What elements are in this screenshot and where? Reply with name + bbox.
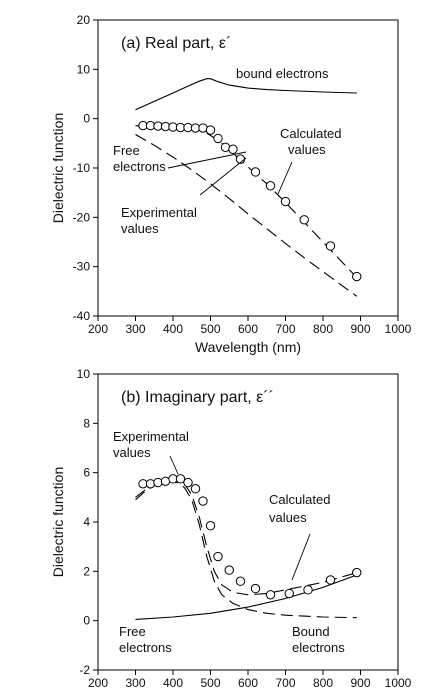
label-calculated: Calculated [269, 492, 330, 507]
label-experimental-values: values [113, 445, 151, 460]
series-line-bound-electrons [135, 78, 357, 111]
panel-a-markers [138, 120, 362, 282]
label-free: Free [119, 624, 146, 639]
label-free: Free [113, 143, 140, 158]
data-point-experimental-values [325, 575, 336, 585]
y-tick-label: 10 [77, 367, 91, 381]
x-tick-label: 200 [88, 676, 108, 690]
data-point-experimental-values [190, 484, 201, 494]
panel-b-ticks: 200 300 400 500 600 700 800 900 1000 10 8 6 4 2 0 -2 [77, 367, 412, 690]
data-point-experimental-values [224, 565, 234, 575]
series-line-bound-electrons [135, 480, 357, 619]
data-point-experimental-values [198, 496, 208, 506]
x-tick-label: 400 [163, 322, 183, 336]
label-calculated-values: values [269, 510, 307, 525]
pointer-exp-to-data [199, 157, 247, 196]
label-calculated-values: values [288, 142, 326, 157]
pointer-calc-to-curve [291, 533, 311, 581]
x-tick-label: 300 [125, 322, 145, 336]
panel-a-real-part: 200 300 400 500 600 700 800 900 1000 20 10 0 -10 -20 -… [50, 13, 412, 355]
label-bound-electrons: bound electrons [236, 66, 329, 81]
data-point-experimental-values [284, 588, 294, 599]
data-point-experimental-values [352, 567, 362, 578]
data-point-experimental-values [325, 241, 336, 251]
data-point-experimental-values [250, 167, 261, 177]
y-tick-label: -20 [73, 210, 91, 224]
data-point-experimental-values [280, 196, 291, 207]
panel-b-imaginary-part: 200 300 400 500 600 700 800 900 1000 10 8 6 4 2 0 -2 (b… [50, 367, 412, 690]
data-point-experimental-values [213, 551, 223, 562]
label-free-electrons: electrons [119, 640, 172, 655]
panel-b-markers [138, 474, 362, 600]
y-tick-label: 2 [83, 564, 90, 578]
series-line-free-electrons [135, 574, 357, 620]
y-tick-label: -40 [73, 309, 91, 323]
x-tick-label: 900 [350, 676, 370, 690]
data-point-experimental-values [303, 585, 313, 595]
series-line-free-electrons [135, 134, 358, 297]
x-tick-label: 1000 [385, 676, 412, 690]
x-tick-label: 900 [350, 322, 370, 336]
pointer-free-to-curve [167, 151, 247, 169]
y-tick-label: 20 [77, 13, 91, 27]
y-tick-label: 0 [83, 112, 90, 126]
pointer-calc-to-curve [277, 161, 293, 195]
pointer-exp-to-peak [169, 455, 179, 475]
data-point-experimental-values [352, 271, 362, 282]
data-point-experimental-values [205, 521, 216, 531]
data-point-experimental-values [183, 477, 193, 488]
data-point-experimental-values [153, 477, 163, 488]
y-tick-label: 4 [83, 515, 90, 529]
x-tick-label: 600 [238, 676, 258, 690]
label-bound: Bound [292, 624, 330, 639]
x-tick-label: 400 [163, 676, 183, 690]
y-tick-label: 10 [77, 62, 91, 76]
panel-b-ylabel: Dielectric function [50, 467, 66, 578]
x-tick-label: 500 [200, 676, 220, 690]
panel-a-curves [135, 78, 358, 297]
x-tick-label: 500 [200, 322, 220, 336]
x-tick-label: 1000 [385, 322, 412, 336]
x-tick-label: 700 [275, 322, 295, 336]
x-tick-label: 700 [275, 676, 295, 690]
panel-b-pointers [169, 455, 311, 581]
data-point-experimental-values [175, 474, 186, 484]
data-point-experimental-values [213, 133, 223, 144]
data-point-experimental-values [235, 576, 246, 586]
panel-b-title: (b) Imaginary part, ε´´ [121, 389, 274, 406]
data-point-experimental-values [265, 590, 276, 600]
y-tick-label: 0 [83, 614, 90, 628]
x-tick-label: 800 [313, 322, 333, 336]
data-point-experimental-values [265, 181, 276, 191]
data-point-experimental-values [228, 144, 238, 154]
label-bound-electrons: electrons [292, 640, 345, 655]
data-point-experimental-values [145, 479, 156, 489]
x-tick-label: 800 [313, 676, 333, 690]
label-experimental: Experimental [121, 205, 197, 220]
y-tick-label: -2 [79, 663, 90, 677]
panel-a-pointers [167, 151, 293, 196]
y-tick-label: -10 [73, 161, 91, 175]
label-experimental: Experimental [113, 429, 189, 444]
x-tick-label: 600 [238, 322, 258, 336]
y-tick-label: -30 [73, 260, 91, 274]
panel-a-xlabel: Wavelength (nm) [195, 339, 301, 355]
data-point-experimental-values [299, 215, 309, 225]
label-experimental-values: values [121, 221, 159, 236]
label-free-electrons: electrons [113, 159, 166, 174]
x-tick-label: 200 [88, 322, 108, 336]
panel-a-title: (a) Real part, ε´ [121, 35, 231, 52]
panel-a-ylabel: Dielectric function [50, 113, 66, 224]
panel-a-ticks: 200 300 400 500 600 700 800 900 1000 20 10 0 -10 -20 -… [73, 13, 412, 336]
data-point-experimental-values [250, 583, 261, 594]
data-point-experimental-values [205, 125, 216, 135]
label-calculated: Calculated [280, 126, 341, 141]
x-tick-label: 300 [125, 676, 145, 690]
y-tick-label: 8 [83, 416, 90, 430]
y-tick-label: 6 [83, 466, 90, 480]
